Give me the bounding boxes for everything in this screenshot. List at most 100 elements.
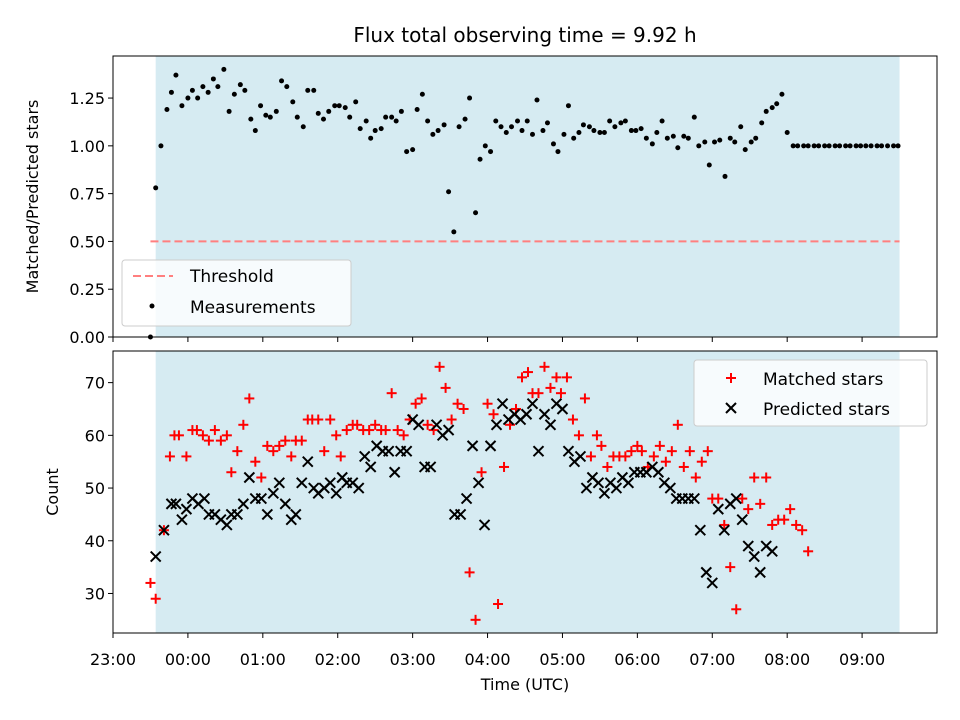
legend-predicted-label: Predicted stars	[763, 400, 890, 420]
predicted-point	[261, 508, 274, 521]
predicted-point-b	[302, 455, 314, 468]
matched-point	[145, 577, 156, 588]
y-tick-label: 0.25	[69, 280, 105, 299]
ratio-point	[696, 143, 702, 149]
predicted-point-b	[170, 498, 182, 510]
ratio-point	[811, 143, 817, 149]
legend-matched-swatch	[726, 373, 736, 383]
ratio-point	[267, 114, 273, 120]
matched-point	[164, 451, 175, 462]
time-axis-labels: 23:00 00:00 01:00 02:00 03:00 04:00 05:00 06:00…	[90, 650, 885, 669]
ratio-point	[607, 118, 613, 124]
matched-point	[767, 519, 778, 530]
count-markers	[145, 361, 814, 625]
matched-point	[517, 372, 528, 383]
count-legend: Matched stars Predicted stars	[693, 359, 928, 427]
x-tick-label: 00:00	[165, 650, 211, 669]
ratio-point	[529, 131, 535, 137]
ratio-point	[822, 143, 828, 149]
ratio-point	[294, 114, 300, 120]
matched-point	[561, 372, 572, 383]
predicted-point-b	[544, 419, 557, 431]
predicted-point	[718, 524, 730, 536]
matched-point	[209, 425, 220, 436]
predicted-point	[742, 540, 754, 552]
ratio-point	[410, 147, 416, 153]
predicted-point-b	[586, 471, 599, 484]
predicted-point-b	[700, 566, 712, 579]
ratio-point	[332, 103, 338, 109]
predicted-point-b	[754, 566, 766, 579]
ratio-point	[790, 143, 796, 149]
matched-point	[470, 614, 481, 625]
predicted-point-b	[466, 440, 479, 452]
ratio-point	[612, 124, 618, 130]
ratio-legend: Threshold Measurements	[121, 259, 352, 327]
predicted-point-b	[622, 477, 635, 489]
matched-point	[191, 425, 202, 436]
ratio-point	[879, 143, 885, 149]
predicted-point-b	[255, 492, 268, 505]
x-tick-label: 01:00	[240, 650, 286, 669]
predicted-point	[149, 550, 162, 563]
ratio-point	[732, 139, 738, 145]
matched-point	[696, 456, 707, 467]
matched-point	[286, 451, 297, 462]
predicted-point-b	[430, 419, 443, 431]
matched-point	[434, 361, 445, 372]
matched-point	[226, 467, 237, 478]
ratio-point	[868, 143, 874, 149]
y-tick-label: 70	[85, 374, 105, 393]
predicted-point	[748, 550, 760, 563]
predicted-point-b	[424, 461, 437, 473]
ratio-point	[837, 143, 843, 149]
predicted-point	[478, 519, 491, 531]
matched-point	[221, 430, 232, 441]
predicted-point-b	[347, 477, 359, 489]
matched-point	[262, 440, 273, 451]
matched-point	[325, 414, 336, 425]
x-tick-label: 03:00	[390, 650, 436, 669]
ratio-point	[473, 210, 479, 216]
predicted-point-b	[243, 471, 256, 484]
predicted-point	[180, 503, 193, 515]
matched-point	[803, 546, 814, 557]
ratio-point	[874, 143, 880, 149]
ratio-point	[628, 128, 634, 134]
matched-point	[416, 393, 427, 404]
ratio-point	[601, 129, 607, 135]
predicted-point	[490, 419, 503, 431]
predicted-point	[324, 477, 336, 489]
predicted-point	[754, 566, 766, 579]
predicted-point	[290, 508, 302, 521]
matched-point	[488, 409, 499, 420]
ratio-point	[248, 116, 254, 122]
ratio-point	[681, 133, 687, 139]
ratio-point	[368, 135, 374, 141]
ratio-point	[315, 110, 321, 116]
matched-point	[749, 472, 760, 483]
ratio-point	[305, 87, 311, 93]
predicted-point-b	[364, 461, 377, 473]
predicted-point-b	[382, 445, 395, 457]
ratio-point	[702, 139, 708, 145]
predicted-point-b	[574, 450, 587, 463]
ratio-point	[863, 143, 869, 149]
ratio-point	[748, 139, 754, 145]
predicted-point-b	[580, 482, 593, 494]
predicted-point-b	[766, 545, 778, 558]
predicted-point	[766, 545, 778, 558]
predicted-point-b	[598, 487, 611, 500]
ratio-point	[383, 114, 389, 120]
matched-point	[458, 403, 469, 414]
y-tick-label: 0.75	[69, 185, 105, 204]
predicted-point	[198, 492, 211, 505]
matched-point	[464, 567, 475, 578]
predicted-point-b	[176, 513, 188, 526]
predicted-point	[652, 466, 665, 478]
y-tick-label: 1.00	[69, 137, 105, 156]
ratio-point	[654, 129, 660, 135]
matched-point	[335, 451, 346, 462]
ratio-point	[576, 129, 582, 135]
predicted-point	[454, 508, 467, 521]
